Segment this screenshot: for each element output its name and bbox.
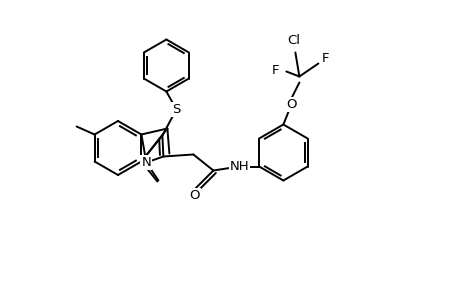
Text: Cl: Cl [286,34,299,46]
Text: N: N [141,156,151,169]
Text: O: O [189,189,199,202]
Text: S: S [172,103,180,116]
Text: F: F [271,64,279,77]
Text: NH: NH [229,160,249,173]
Text: F: F [321,52,328,65]
Text: O: O [285,98,296,111]
